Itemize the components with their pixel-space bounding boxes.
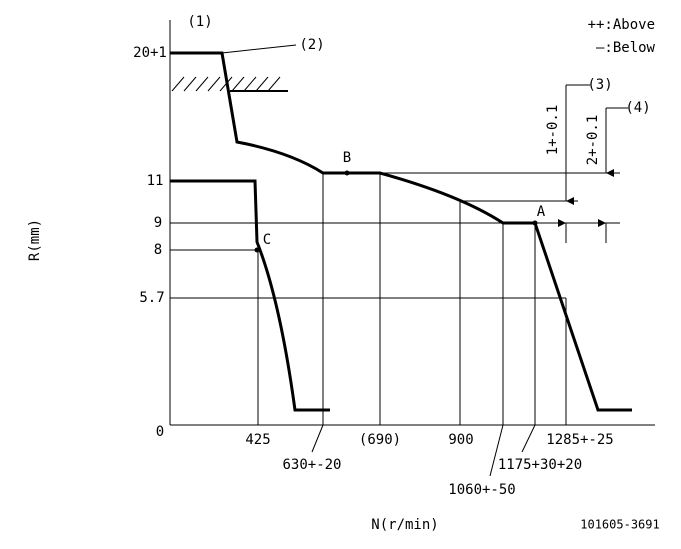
- y-ticks: 8: [154, 242, 162, 258]
- full-load-curve: [170, 51, 632, 412]
- x-ticks: 1060+-50: [448, 482, 515, 498]
- x-ticks: 900: [448, 432, 473, 448]
- callouts: (4): [625, 100, 650, 116]
- points: C: [263, 232, 271, 248]
- x-ticks: 1285+-25: [546, 432, 613, 448]
- reference-lines: [170, 44, 620, 477]
- callouts: (3): [587, 77, 612, 93]
- y-ticks: 0: [156, 424, 164, 440]
- dimensions: 1+-0.1: [545, 105, 561, 156]
- drawing-number: 101605-3691: [580, 518, 659, 532]
- x-ticks: (690): [359, 432, 401, 448]
- dimension-arrows: [558, 84, 628, 243]
- legend: ++:Above: [588, 17, 655, 33]
- legend: —:Below: [596, 40, 656, 56]
- y-ticks: 5.7: [139, 290, 164, 306]
- y-ticks: 11: [147, 173, 164, 189]
- points: B: [343, 150, 351, 166]
- stop-hatch: [171, 76, 288, 92]
- x-ticks: 630+-20: [282, 457, 341, 473]
- y-ticks: 9: [154, 215, 162, 231]
- y-ticks: 20+1: [133, 45, 167, 61]
- axis: N(r/min): [371, 517, 438, 533]
- dimensions: 2+-0.1: [585, 115, 601, 166]
- points: [254, 170, 538, 253]
- idle-curve: [170, 179, 330, 412]
- axis: R(mm): [27, 219, 43, 261]
- x-ticks: 425: [245, 432, 270, 448]
- points: A: [537, 204, 546, 220]
- callouts: (1): [187, 14, 212, 30]
- x-ticks: 1175+30+20: [498, 457, 582, 473]
- callouts: (2): [299, 37, 324, 53]
